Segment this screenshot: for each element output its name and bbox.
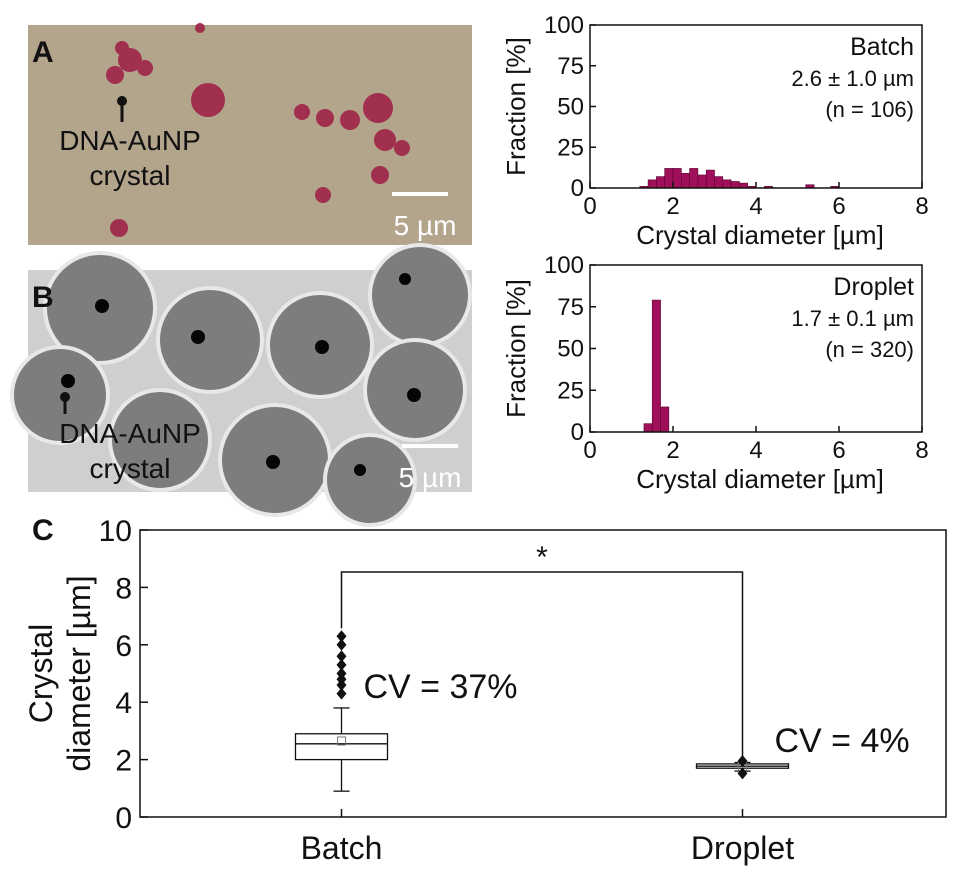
y-tick-label: 25 xyxy=(557,377,584,404)
y-tick-label: 100 xyxy=(544,252,584,279)
cv-label: CV = 37% xyxy=(364,668,518,706)
histogram-bar xyxy=(705,169,715,189)
x-tick-label: Droplet xyxy=(691,830,794,866)
plot-frame xyxy=(139,529,947,818)
histogram-bar xyxy=(664,168,674,189)
micrograph-a xyxy=(28,23,472,245)
histogram-bar xyxy=(730,181,740,189)
annotation: 1.7 ± 0.1 µm xyxy=(791,306,914,331)
y-axis-label: Crystal xyxy=(23,624,59,724)
histogram-bar xyxy=(714,176,724,189)
histogram-bar xyxy=(697,174,707,189)
histogram-bar xyxy=(722,179,732,189)
y-axis-label: Fraction [%] xyxy=(501,279,531,418)
outlier xyxy=(336,630,347,643)
x-tick-label: 8 xyxy=(915,437,928,464)
outlier xyxy=(336,638,347,651)
histogram-bar xyxy=(689,168,699,189)
scale-bar-label: 5 µm xyxy=(394,210,457,241)
panel-label: A xyxy=(32,36,54,69)
x-tick-label: 2 xyxy=(666,437,679,464)
y-tick-label: 10 xyxy=(99,515,132,548)
significance-bracket xyxy=(340,571,744,757)
y-tick-label: 0 xyxy=(571,175,584,202)
outlier xyxy=(336,650,347,663)
x-tick-label: 8 xyxy=(915,193,928,220)
outlier xyxy=(336,667,347,680)
y-tick-label: 6 xyxy=(115,630,132,663)
mean-marker xyxy=(337,736,346,746)
annotation: (n = 320) xyxy=(825,337,914,362)
x-tick-label: 0 xyxy=(583,437,596,464)
x-tick-label: 2 xyxy=(666,193,679,220)
histogram-bar xyxy=(680,173,690,189)
x-tick-label: 4 xyxy=(749,193,762,220)
y-tick-label: 4 xyxy=(115,687,132,720)
histogram-bar xyxy=(647,179,657,189)
y-tick-label: 25 xyxy=(557,134,584,161)
x-tick-label: 0 xyxy=(583,193,596,220)
image-label: DNA-AuNP xyxy=(59,418,201,449)
micrograph-b xyxy=(10,243,472,527)
cv-label: CV = 4% xyxy=(775,722,910,760)
histogram-bar xyxy=(660,406,670,433)
annotation: Batch xyxy=(850,33,914,61)
annotation: 2.6 ± 1.0 µm xyxy=(791,66,914,91)
x-tick-label: 6 xyxy=(832,437,845,464)
annotation: (n = 106) xyxy=(825,97,914,122)
x-tick-label: 4 xyxy=(749,437,762,464)
histogram-bar xyxy=(656,176,666,189)
annotation: Droplet xyxy=(833,273,914,301)
panel-label: C xyxy=(32,514,54,547)
x-tick-label: Batch xyxy=(301,830,383,866)
y-axis-label: Fraction [%] xyxy=(501,37,531,176)
image-label: DNA-AuNP xyxy=(59,125,201,156)
y-axis-label: diameter [µm] xyxy=(61,575,97,771)
significance-label: * xyxy=(536,541,548,574)
outlier xyxy=(336,658,347,671)
outlier xyxy=(336,687,347,700)
y-tick-label: 100 xyxy=(544,12,584,39)
image-label: crystal xyxy=(90,160,171,191)
y-tick-label: 50 xyxy=(557,94,584,121)
x-axis-label: Crystal diameter [µm] xyxy=(636,220,884,250)
histogram-bar xyxy=(651,299,661,433)
y-tick-label: 0 xyxy=(571,419,584,446)
panel-label: B xyxy=(32,281,54,314)
histogram-bar xyxy=(672,168,682,189)
y-tick-label: 0 xyxy=(115,802,132,835)
outlier xyxy=(737,755,748,768)
y-tick-label: 8 xyxy=(115,572,132,605)
y-tick-label: 50 xyxy=(557,336,584,363)
outlier xyxy=(737,767,748,780)
scale-bar-label: 5 µm xyxy=(399,462,462,493)
x-tick-label: 6 xyxy=(832,193,845,220)
x-axis-label: Crystal diameter [µm] xyxy=(636,464,884,494)
box xyxy=(294,733,389,761)
y-tick-label: 2 xyxy=(115,745,132,778)
y-tick-label: 75 xyxy=(557,294,584,321)
histogram-bar xyxy=(643,423,653,433)
image-label: crystal xyxy=(90,453,171,484)
y-tick-label: 75 xyxy=(557,53,584,80)
